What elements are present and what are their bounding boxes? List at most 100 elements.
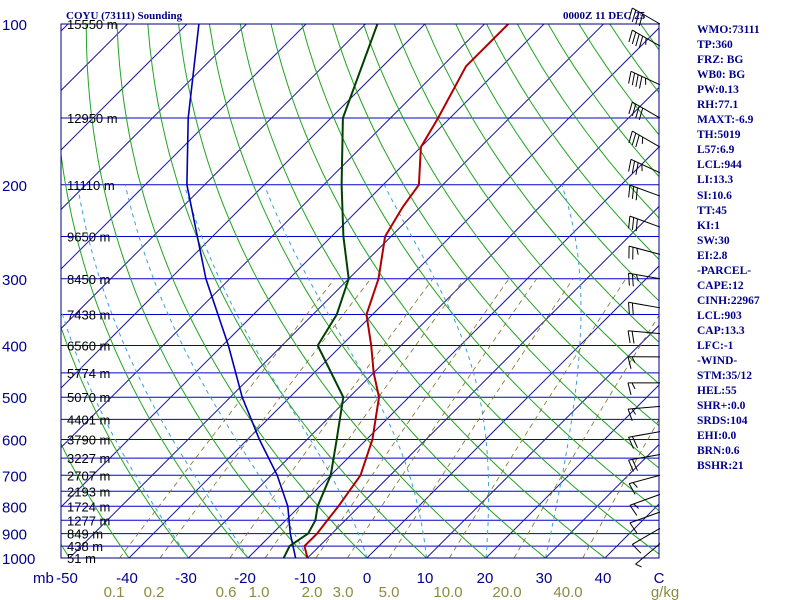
dry-adiabat (61, 442, 130, 558)
moist-adiabat (183, 184, 368, 558)
barb-staff (629, 215, 661, 228)
barb-flag (628, 216, 631, 229)
mixing-ratio-line (513, 314, 659, 558)
barb-flag (631, 436, 638, 449)
pressure-tick-label: 600 (2, 433, 27, 450)
mixing-ratio-line (159, 278, 372, 558)
barb-flag (631, 217, 635, 230)
barb-flag (635, 563, 642, 568)
mixing-ratio-label: 10.0 (433, 584, 462, 600)
barb-staff (628, 330, 661, 335)
barb-flag (635, 105, 640, 119)
mixing-ratio-line (315, 278, 510, 558)
y-axis-label: mb (33, 570, 54, 587)
height-label: 3790 m (67, 433, 110, 448)
moist-adiabat (545, 184, 582, 558)
wind-barb (628, 7, 661, 27)
barb-flag (635, 162, 639, 175)
pressure-tick-label: 300 (2, 272, 27, 289)
pressure-tick-label: 700 (2, 468, 27, 485)
moist-adiabat (263, 184, 427, 558)
barb-flag (636, 247, 639, 255)
isotherm (61, 24, 307, 270)
temperature-tick-label: -30 (175, 570, 197, 587)
isotherm (69, 24, 604, 558)
barb-staff (632, 130, 661, 148)
wind-barb (629, 493, 661, 516)
barb-staff (632, 527, 661, 545)
index-line: CAPE:12 (697, 279, 744, 292)
barb-flag (628, 273, 630, 286)
height-label: 51 m (67, 551, 96, 566)
temperature-tick-label: 40 (595, 570, 612, 587)
barb-staff (630, 158, 661, 174)
barb-flag (631, 382, 636, 390)
isotherm (307, 205, 659, 558)
isotherm (247, 146, 659, 558)
wind-barb (628, 301, 661, 316)
dry-adiabat (61, 150, 249, 558)
barb-flag (628, 302, 630, 315)
wind-barb (627, 330, 661, 344)
mixing-ratio-label: 5.0 (379, 584, 400, 600)
barb-staff (629, 184, 661, 197)
barb-flag (631, 356, 636, 364)
pressure-tick-label: 800 (2, 499, 27, 516)
dry-adiabat (301, 24, 659, 512)
height-label: 8450 m (67, 272, 110, 287)
index-line: CINH:22967 (697, 294, 760, 307)
index-line: LFC:-1 (697, 339, 734, 352)
barb-flag (638, 107, 644, 121)
index-line: LCL:903 (697, 309, 742, 322)
temperature-tick-label: -20 (234, 570, 256, 587)
barb-flag (628, 29, 633, 43)
isotherm (61, 24, 485, 449)
barb-staff (628, 301, 661, 309)
index-line: SW:30 (697, 234, 730, 247)
barb-flag (631, 132, 637, 146)
index-line: RH:77.1 (697, 99, 739, 112)
height-label: 5774 m (67, 366, 110, 381)
dry-adiabat (424, 24, 659, 343)
barb-flag (628, 436, 634, 449)
isotherm (545, 443, 659, 558)
height-label: 2193 m (67, 484, 110, 499)
barb-flag (631, 9, 637, 23)
mixing-ratio-label: 0.2 (144, 584, 165, 600)
barb-staff (632, 7, 661, 25)
dry-adiabat (486, 24, 659, 261)
dry-adiabat (208, 24, 546, 558)
index-line: BRN:0.6 (697, 445, 740, 458)
wind-barb (628, 431, 661, 449)
barb-flag (635, 74, 639, 87)
pressure-tick-label: 200 (2, 178, 27, 195)
dry-adiabat (455, 24, 659, 302)
barb-flag (628, 7, 633, 21)
height-label: 1277 m (67, 513, 110, 528)
isotherm (128, 27, 659, 558)
height-label: 12950 m (67, 111, 118, 126)
index-line: CAP:13.3 (697, 324, 745, 337)
barb-staff (629, 493, 661, 506)
dry-adiabat (393, 24, 659, 385)
mixing-ratio-line (388, 278, 574, 558)
index-line: HEL:55 (697, 385, 737, 398)
barb-flag (627, 382, 632, 396)
index-line: LCL:944 (697, 159, 742, 172)
barb-staff (628, 474, 661, 485)
barb-flag (631, 72, 636, 86)
mixing-ratio-label: 2.0 (302, 584, 323, 600)
mixing-ratio-line (449, 278, 627, 558)
barb-staff (630, 70, 661, 86)
index-line: LI:13.3 (697, 174, 734, 187)
profile-traces (186, 24, 510, 558)
dry-adiabat (116, 24, 368, 558)
isotherm (61, 24, 545, 508)
mixing-ratio-label: 1.0 (249, 584, 270, 600)
dry-adiabat (270, 24, 659, 555)
wind-barb (628, 101, 661, 121)
height-label: 5070 m (67, 390, 110, 405)
pressure-tick-label: 100 (2, 17, 27, 34)
moist-adiabat (76, 184, 249, 558)
